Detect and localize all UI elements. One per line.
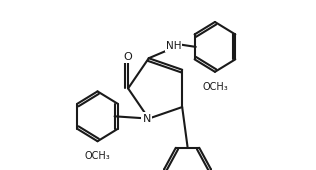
Text: OCH₃: OCH₃ xyxy=(85,151,110,161)
Text: OCH₃: OCH₃ xyxy=(202,82,228,92)
Text: NH: NH xyxy=(166,41,181,51)
Text: O: O xyxy=(124,52,132,62)
Text: N: N xyxy=(143,114,151,124)
